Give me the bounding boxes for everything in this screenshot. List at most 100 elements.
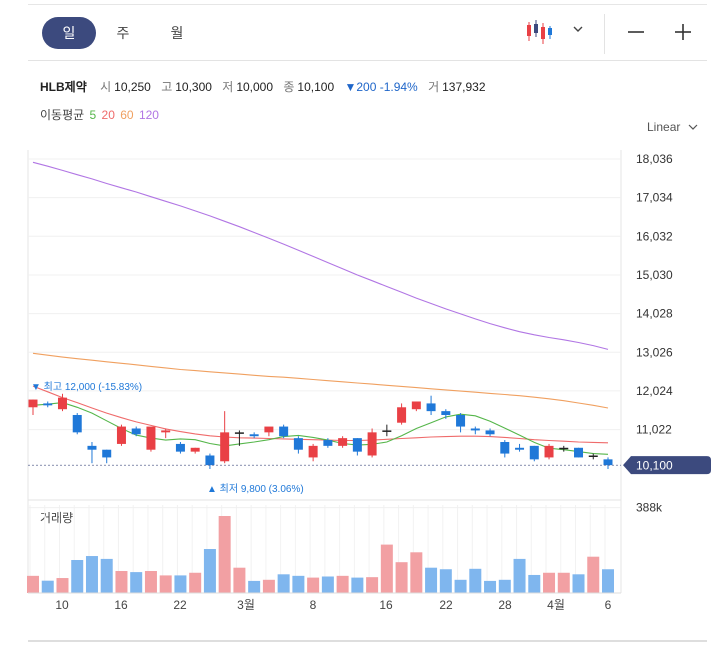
volume-bar <box>513 558 526 593</box>
tab-week[interactable]: 주 <box>116 25 130 41</box>
candle-body <box>279 426 289 437</box>
y-tick-label: 16,032 <box>636 229 673 243</box>
volume-bar <box>27 575 39 593</box>
change-value: ▼200 -1.94% <box>344 80 418 94</box>
volume-bar <box>85 556 98 593</box>
volume-bar <box>484 580 497 593</box>
volume-bar <box>262 579 275 593</box>
y-tick-label: 11,022 <box>636 423 672 437</box>
volume-bar <box>543 572 556 593</box>
volume-bar <box>115 571 128 593</box>
volume-bar <box>248 580 261 593</box>
ma-60-line <box>32 352 609 409</box>
volume-bar <box>277 574 290 593</box>
candle-body <box>515 447 525 450</box>
candle-body <box>308 445 318 458</box>
moving-average-legend: 이동평균 5 20 60 120 <box>40 106 159 123</box>
volume-bar <box>395 562 408 593</box>
candle-body <box>529 445 539 460</box>
candle-body <box>102 449 112 458</box>
volume-bar <box>410 552 423 593</box>
x-tick-label: 16 <box>379 598 393 612</box>
volume-tick-label: 388k <box>636 501 663 515</box>
volume-bar <box>203 549 216 593</box>
x-tick-label: 4월 <box>547 598 565 612</box>
candle-body <box>175 443 185 452</box>
candle-body <box>323 440 333 446</box>
candle-body <box>293 438 303 450</box>
candlestick-icon[interactable] <box>524 17 554 47</box>
top-border <box>28 4 707 5</box>
minus-icon[interactable] <box>626 22 646 42</box>
volume-bar <box>100 558 113 593</box>
x-tick-label: 3월 <box>237 598 255 612</box>
candle-body <box>146 426 156 450</box>
scale-mode-select[interactable]: Linear <box>647 120 698 134</box>
x-tick-label: 22 <box>173 598 187 612</box>
current-price-badge <box>623 456 711 475</box>
high-label: 고 <box>161 80 173 94</box>
candle-body <box>559 447 569 450</box>
candle-body <box>131 428 141 435</box>
candle-body <box>603 459 613 466</box>
candle-body <box>116 426 126 444</box>
tab-day[interactable]: 일 <box>42 17 96 49</box>
ma-5-label: 5 <box>89 108 97 122</box>
volume-bar <box>292 575 305 593</box>
candle-body <box>574 447 584 458</box>
open-value: 10,250 <box>114 80 151 94</box>
volume-bar <box>336 575 349 593</box>
x-tick-label: 28 <box>498 598 512 612</box>
candle-body <box>190 447 200 452</box>
candle-body <box>57 397 67 410</box>
high-annotation: ▼ 최고 12,000 (-15.83%) <box>31 381 142 393</box>
scale-mode-label: Linear <box>647 120 681 134</box>
volume-bar <box>366 577 379 593</box>
candle-body <box>338 438 348 446</box>
volume-label: 거 <box>428 80 440 94</box>
quote-summary: HLB제약 시 10,250 고 10,300 저 10,000 종 10,100 ▼2… <box>40 78 493 95</box>
y-tick-label: 17,034 <box>636 191 673 205</box>
chart-toolbar: 일 주 월 <box>0 0 721 60</box>
candle-body <box>367 432 377 456</box>
candle-body <box>161 430 171 433</box>
y-tick-label: 15,030 <box>636 268 673 282</box>
candle-body <box>397 407 407 423</box>
volume-bar <box>439 569 452 593</box>
volume-bar <box>233 567 246 593</box>
volume-bar <box>602 569 614 593</box>
candle-body <box>588 455 598 457</box>
candle-body <box>456 414 466 427</box>
toolbar-divider <box>604 14 605 54</box>
ma-60-label: 60 <box>120 108 134 122</box>
candle-body <box>43 403 53 406</box>
candle-body <box>72 414 82 433</box>
volume-bar <box>498 579 511 593</box>
volume-bar <box>572 574 585 593</box>
candle-body <box>352 438 362 452</box>
candle-body <box>470 428 480 431</box>
chevron-down-icon[interactable] <box>572 22 584 34</box>
high-value: 10,300 <box>175 80 212 94</box>
volume-bar <box>174 575 187 593</box>
volume-bar <box>189 572 202 593</box>
volume-bar <box>56 578 69 593</box>
toolbar-bottom-border <box>28 60 707 61</box>
volume-bar <box>528 574 541 593</box>
tab-month[interactable]: 월 <box>170 25 184 41</box>
volume-bar <box>41 580 54 593</box>
volume-bar <box>71 560 84 593</box>
volume-bar <box>159 575 172 593</box>
volume-bar <box>218 516 231 593</box>
y-tick-label: 18,036 <box>636 152 673 166</box>
x-tick-label: 10 <box>55 598 69 612</box>
candle-body <box>500 441 510 454</box>
chevron-down-icon <box>688 124 698 130</box>
plus-icon[interactable] <box>673 22 693 42</box>
x-tick-label: 8 <box>310 598 317 612</box>
ma-20-label: 20 <box>101 108 115 122</box>
y-tick-label: 12,024 <box>636 384 673 398</box>
candle-body <box>249 434 259 437</box>
y-tick-label: 14,028 <box>636 307 673 321</box>
